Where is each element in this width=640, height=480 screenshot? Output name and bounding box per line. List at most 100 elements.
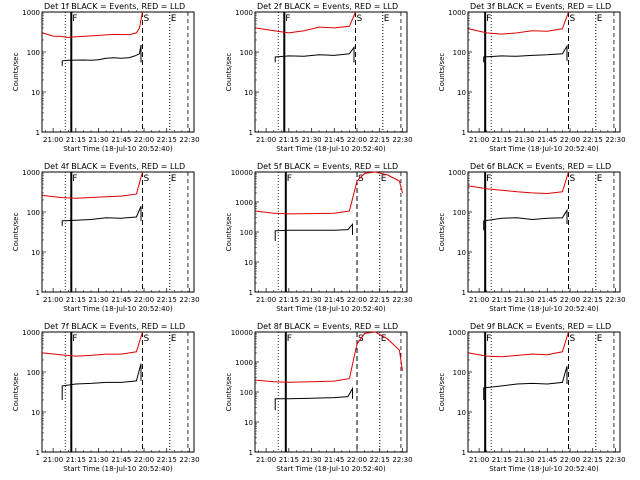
y-tick-label: 1: [462, 449, 466, 457]
y-axis-label: Counts/sec: [12, 213, 20, 252]
y-tick-label: 10: [31, 409, 40, 417]
marker-label-S: S: [358, 174, 364, 184]
y-tick-label: 10: [244, 89, 253, 97]
x-tick-label: 21:00: [256, 456, 276, 464]
y-tick-label: 1: [249, 129, 253, 137]
marker-label-F: F: [287, 174, 292, 184]
y-tick-label: 100: [453, 369, 466, 377]
panel-det-1: Det 1f BLACK = Events, RED = LLD 1 10 100 10…: [12, 2, 200, 153]
series-line-lld: [42, 11, 143, 39]
y-tick-label: 10: [31, 89, 40, 97]
series-line-events: [483, 366, 568, 400]
y-tick-label: 10: [244, 259, 253, 267]
x-tick-label: 22:15: [583, 296, 603, 304]
marker-label-F: F: [72, 174, 77, 184]
y-tick-label: 10: [31, 249, 40, 257]
series-line-lld: [42, 331, 143, 357]
x-tick-label: 22:30: [179, 456, 199, 464]
marker-label-S: S: [569, 14, 575, 24]
marker-label-E: E: [171, 334, 177, 344]
x-tick-label: 21:30: [514, 456, 534, 464]
plot-frame: [41, 11, 195, 133]
x-tick-label: 22:00: [560, 456, 580, 464]
x-tick-label: 21:45: [111, 136, 131, 144]
marker-label-F: F: [287, 334, 292, 344]
series-line-lld: [468, 331, 569, 358]
y-tick-label: 10: [457, 89, 466, 97]
y-tick-label: 10: [244, 419, 253, 427]
x-axis-label: Start Time (18-Jul-10 20:52:40): [63, 465, 173, 473]
x-tick-label: 21:00: [256, 136, 276, 144]
x-tick-label: 21:30: [301, 456, 321, 464]
x-tick-label: 21:00: [469, 456, 489, 464]
x-axis-label: Start Time (18-Jul-10 20:52:40): [63, 305, 173, 313]
y-tick-label: 10: [457, 409, 466, 417]
y-tick-label: 10000: [231, 329, 253, 337]
x-tick-label: 21:30: [88, 296, 108, 304]
x-tick-label: 22:00: [347, 456, 367, 464]
x-tick-label: 21:15: [66, 136, 86, 144]
x-tick-label: 22:30: [392, 456, 412, 464]
marker-label-E: E: [597, 174, 603, 184]
x-tick-label: 22:30: [179, 296, 199, 304]
y-tick-label: 1: [36, 129, 40, 137]
y-axis-label: Counts/sec: [12, 53, 20, 92]
y-tick-label: 1000: [448, 9, 466, 17]
x-tick-label: 22:00: [347, 296, 367, 304]
marker-label-F: F: [486, 174, 491, 184]
x-tick-label: 21:15: [492, 136, 512, 144]
series-line-events: [483, 208, 568, 231]
x-tick-label: 22:15: [370, 136, 390, 144]
x-tick-label: 22:30: [392, 136, 412, 144]
x-tick-label: 21:00: [43, 136, 63, 144]
series-line-events: [483, 44, 568, 63]
y-axis-label: Counts/sec: [225, 213, 233, 252]
x-tick-label: 21:15: [492, 296, 512, 304]
chart-title: Det 5f BLACK = Events, RED = LLD: [257, 162, 398, 171]
x-tick-label: 21:00: [43, 456, 63, 464]
x-tick-label: 22:30: [392, 296, 412, 304]
marker-label-E: E: [171, 174, 177, 184]
y-axis-label: Counts/sec: [438, 373, 446, 412]
marker-label-S: S: [569, 174, 575, 184]
x-tick-label: 22:30: [605, 456, 625, 464]
chart-title: Det 1f BLACK = Events, RED = LLD: [44, 2, 185, 11]
x-tick-label: 21:45: [324, 456, 344, 464]
series-line-events: [274, 222, 353, 241]
plot-frame: [467, 171, 621, 293]
marker-label-F: F: [72, 334, 77, 344]
x-tick-label: 21:45: [537, 456, 557, 464]
series-line-lld: [468, 171, 569, 195]
panel-det-9: Det 9f BLACK = Events, RED = LLD 1 10 100 10…: [438, 322, 626, 473]
panel-det-2: Det 2f BLACK = Events, RED = LLD 1 10 100 10…: [225, 2, 413, 153]
y-tick-label: 1000: [235, 359, 253, 367]
y-axis-label: Counts/sec: [438, 53, 446, 92]
marker-label-E: E: [384, 14, 390, 24]
chart-title: Det 7f BLACK = Events, RED = LLD: [44, 322, 185, 331]
y-tick-label: 1: [462, 289, 466, 297]
series-line-lld: [255, 171, 403, 215]
series-line-events: [274, 386, 353, 411]
y-tick-label: 10000: [231, 169, 253, 177]
y-tick-label: 1000: [235, 199, 253, 207]
x-tick-label: 21:30: [88, 456, 108, 464]
series-line-events: [61, 363, 142, 400]
series-line-events: [61, 206, 142, 226]
y-tick-label: 1: [36, 289, 40, 297]
x-tick-label: 21:00: [256, 296, 276, 304]
marker-label-E: E: [381, 334, 387, 344]
series-line-lld: [42, 171, 143, 199]
y-tick-label: 1000: [22, 9, 40, 17]
plot-frame: [41, 171, 195, 293]
marker-label-E: E: [381, 174, 387, 184]
x-tick-label: 21:15: [279, 296, 299, 304]
x-tick-label: 22:00: [347, 136, 367, 144]
x-tick-label: 21:15: [66, 456, 86, 464]
x-tick-label: 22:15: [157, 456, 177, 464]
y-tick-label: 100: [27, 209, 40, 217]
panel-det-7: Det 7f BLACK = Events, RED = LLD 1 10 100 10…: [12, 322, 200, 473]
y-tick-label: 100: [240, 229, 253, 237]
y-tick-label: 1000: [22, 329, 40, 337]
chart-title: Det 9f BLACK = Events, RED = LLD: [470, 322, 611, 331]
